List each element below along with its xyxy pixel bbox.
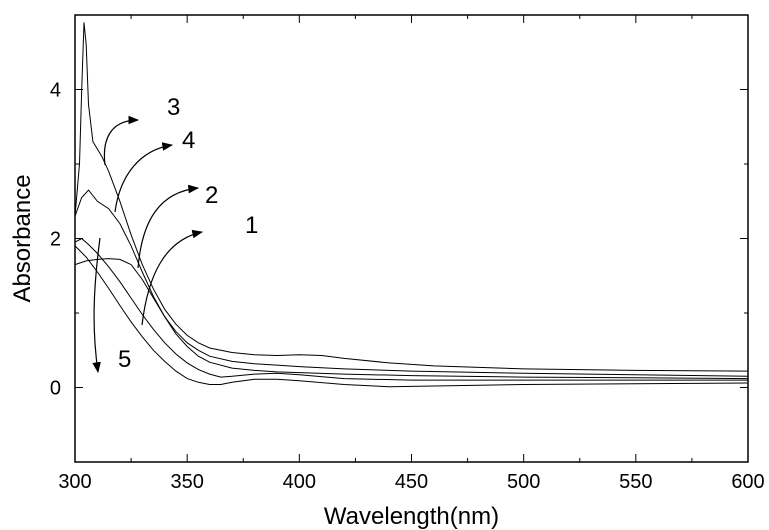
series-arrow-1 [141, 229, 204, 326]
series-annotations: 12 34 5 [92, 94, 258, 374]
series-line-2 [74, 237, 748, 381]
x-tick-label: 450 [395, 471, 428, 493]
x-tick-label: 350 [170, 471, 203, 493]
series-arrow-5 [92, 237, 101, 374]
series-label-3: 3 [167, 94, 180, 121]
axis-tick-labels: 300 350 400 450 500 550 600 0 2 4 [50, 80, 765, 494]
x-axis-title: Wavelength(nm) [324, 503, 499, 530]
y-axis-title: Absorbance [9, 174, 36, 302]
series-label-4: 4 [182, 127, 195, 154]
series-line-3 [74, 22, 749, 372]
series-line-4 [74, 189, 749, 377]
x-tick-label: 300 [58, 471, 91, 493]
series-label-5: 5 [118, 346, 131, 373]
series-lines [74, 22, 749, 388]
series-label-2: 2 [205, 182, 218, 209]
x-tick-label: 550 [619, 471, 652, 493]
series-arrow-3 [103, 115, 140, 166]
series-line-1 [74, 258, 749, 380]
axis-ticks [74, 15, 749, 463]
x-tick-label: 400 [283, 471, 316, 493]
series-label-1: 1 [245, 212, 258, 239]
series-arrow-4 [114, 142, 174, 213]
plot-frame [74, 14, 749, 463]
series-line-5 [74, 245, 749, 388]
x-tick-label: 500 [507, 471, 540, 493]
x-tick-label: 600 [731, 471, 764, 493]
y-tick-label: 0 [50, 378, 61, 400]
y-tick-label: 2 [50, 229, 61, 251]
y-tick-label: 4 [50, 80, 61, 102]
series-arrow-2 [137, 184, 200, 269]
